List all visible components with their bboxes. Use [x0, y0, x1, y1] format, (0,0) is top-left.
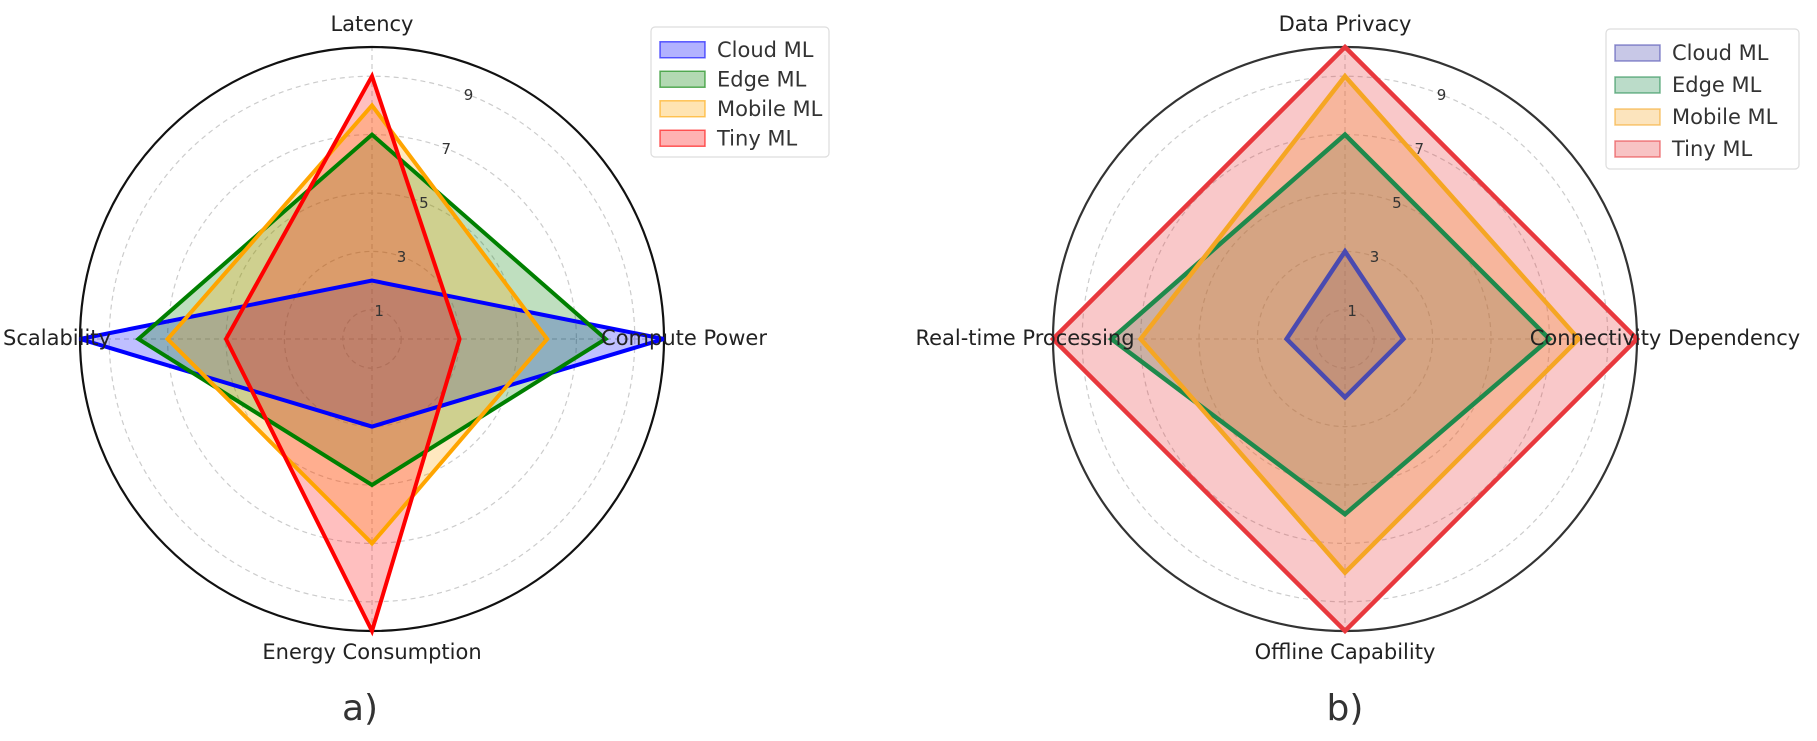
radar-chart-a: 1 3 5 7 9 Latency Compute Power Energy Consumpt…: [3, 12, 830, 664]
series-line-cloud-ml: [1283, 247, 1407, 401]
legend-swatch: [1614, 108, 1661, 126]
legend-label: Tiny ML: [1671, 137, 1753, 161]
legend-label: Mobile ML: [717, 97, 823, 121]
series-line-mobile-ml: [1137, 72, 1582, 576]
series-line-edge-ml: [135, 131, 609, 488]
legend-label: Tiny ML: [716, 126, 798, 150]
series-line-tiny-ml: [223, 71, 462, 637]
legend-swatch: [659, 70, 706, 88]
axis-label: Scalability: [3, 326, 111, 350]
r-tick-label: 5: [419, 194, 429, 212]
axis-label: Data Privacy: [1279, 12, 1412, 36]
axis-label: Real-time Processing: [915, 326, 1134, 350]
legend-swatch: [1614, 44, 1661, 62]
r-tick-label: 9: [1437, 86, 1447, 104]
legend-box: [1605, 28, 1800, 170]
axis-label: Connectivity Dependency: [1530, 326, 1800, 350]
panel-caption: b): [1327, 688, 1364, 729]
panel-caption: a): [342, 688, 378, 729]
legend-label: Edge ML: [717, 67, 807, 91]
legend-label: Cloud ML: [1672, 41, 1769, 65]
radar-chart-b: 1 3 5 7 9 Data Privacy Connectivity Dependency…: [915, 12, 1800, 664]
series-fill-tiny-ml: [226, 76, 460, 631]
series-fill-cloud-ml: [1286, 251, 1404, 398]
axis-label: Compute Power: [601, 326, 767, 350]
legend-swatch: [659, 100, 706, 118]
series-fill-cloud-ml: [80, 280, 664, 427]
legend-box: [650, 26, 830, 158]
grid-circle: [1256, 250, 1434, 428]
r-tick-label: 7: [1414, 140, 1424, 158]
axis-label: Energy Consumption: [262, 640, 481, 664]
r-tick-label: 3: [1370, 248, 1380, 266]
r-tick-label: 1: [374, 302, 384, 320]
legend: Cloud ML Edge ML Mobile ML Tiny ML: [650, 26, 830, 158]
legend-swatch: [659, 41, 706, 59]
legend-label: Cloud ML: [717, 38, 814, 62]
series-line-mobile-ml: [164, 102, 550, 547]
r-tick-label: 1: [1347, 302, 1357, 320]
axis-label: Latency: [330, 12, 413, 36]
legend-label: Edge ML: [1672, 73, 1762, 97]
legend-swatch: [1614, 76, 1661, 94]
legend-swatch: [659, 129, 706, 147]
r-tick-label: 3: [397, 248, 407, 266]
series-line-edge-ml: [1107, 131, 1553, 518]
axis-label: Offline Capability: [1255, 640, 1436, 664]
legend-swatch: [1614, 140, 1661, 158]
series-line-tiny-ml: [1049, 43, 1641, 635]
series-line-cloud-ml: [79, 278, 665, 429]
legend-label: Mobile ML: [1672, 105, 1778, 129]
r-tick-label: 9: [464, 86, 474, 104]
legend: Cloud ML Edge ML Mobile ML Tiny ML: [1605, 28, 1800, 170]
r-tick-label: 5: [1392, 194, 1402, 212]
r-tick-label: 7: [441, 140, 451, 158]
